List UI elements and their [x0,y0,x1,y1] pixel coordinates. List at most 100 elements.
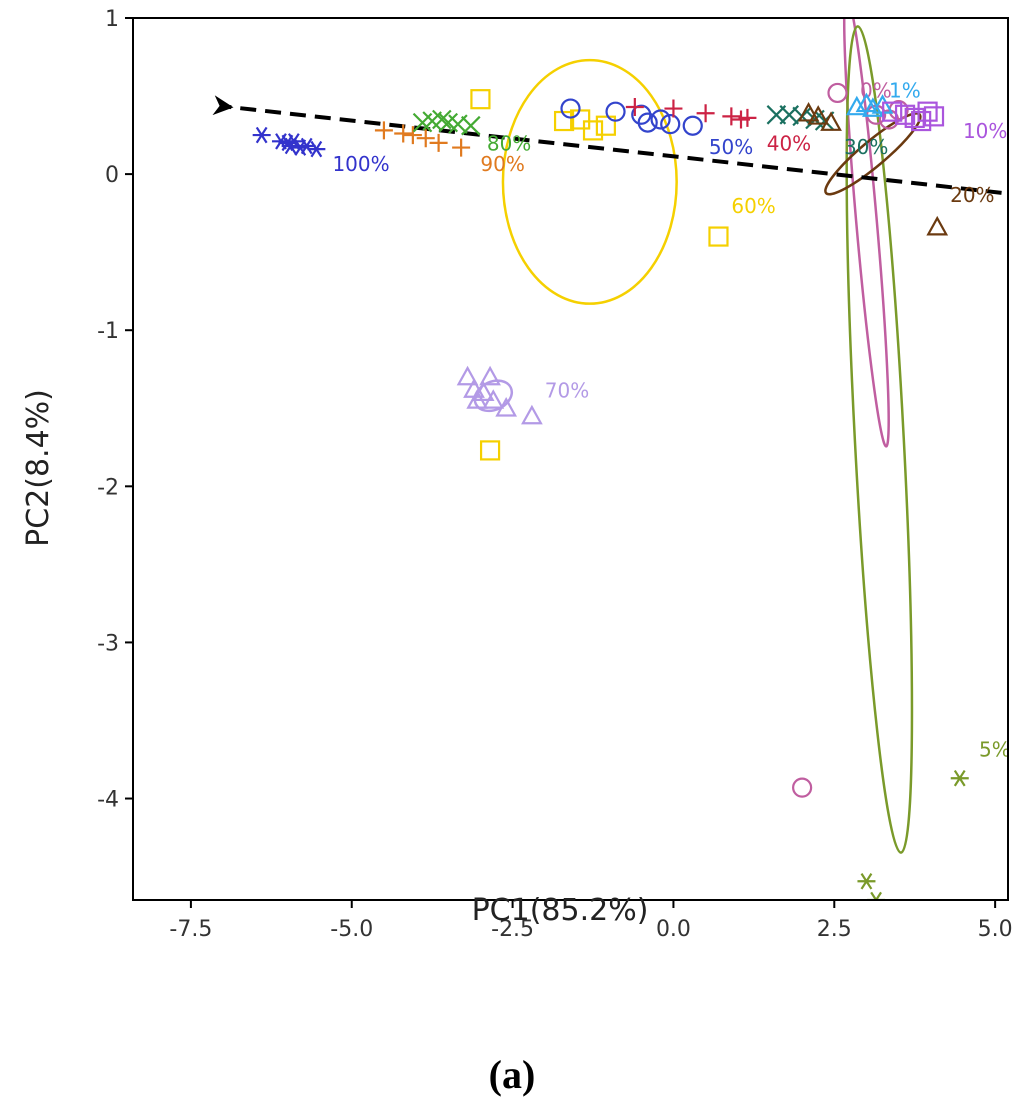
group-label-10pct: 10% [963,119,1007,143]
point-10pct-0 [882,101,903,122]
plot-content: 100% 90%80%70%60%50% 40% 30%20%0%1%10%5% [212,18,1008,900]
group-label-50pct: 50% [709,135,753,159]
marker-shape [950,769,969,787]
point-90pct-5 [452,138,471,157]
y-tick-label: 1 [105,7,119,32]
point-70pct-3 [472,381,495,401]
group-label-70pct: 70% [545,378,589,402]
point-40pct-5 [738,108,757,127]
marker-shape [560,98,581,119]
point-70pct-7 [521,404,543,425]
marker-shape [738,108,757,127]
group-label-1pct: 1% [889,79,921,103]
group-label-80pct: 80% [487,132,531,156]
marker-shape [904,107,925,129]
group-label-20pct: 20% [950,183,994,207]
marker-shape [792,777,813,798]
x-tick-label: -2.5 [491,917,534,942]
point-5pct-1 [857,873,876,890]
point-70pct-4 [479,365,501,386]
y-axis-title: PC2(8.4%) [21,389,56,547]
marker-shape [867,891,886,900]
marker-shape [479,440,501,461]
marker-shape [827,82,848,104]
marker-shape [582,120,604,141]
marker-shape [807,105,830,125]
x-axis-title: PC1(85.2%) [472,893,649,928]
marker-shape [625,97,644,116]
confidence-ellipse-0pct [842,18,890,448]
point-20pct-3 [926,215,949,236]
x-tick-label: 5.0 [978,917,1013,942]
marker-shape [650,109,671,130]
point-100pct-4 [284,133,303,150]
point-5pct-0 [950,769,969,787]
confidence-ellipse-20pct [824,112,922,196]
y-axis: 1 0 -1 -2 -3 -4 [97,7,133,813]
marker-shape [452,138,471,157]
point-90pct-2 [403,126,422,145]
point-50pct-4 [660,114,681,135]
marker-shape [472,381,495,401]
group-label-90pct: 90% [480,152,524,176]
point-20pct-2 [820,111,842,131]
marker-shape [882,101,903,122]
point-0pct-0 [827,82,848,104]
point-50pct-5 [682,115,703,136]
marker-shape [637,112,658,133]
point-70pct-5 [482,389,505,409]
group-label-60pct: 60% [731,194,775,218]
figure-caption: (a) [489,1052,536,1097]
point-50pct-3 [650,109,671,130]
marker-shape [923,106,945,127]
point-40pct-1 [664,99,683,118]
point-60pct-1 [553,110,575,132]
marker-shape [482,389,505,409]
point-80pct-2 [432,109,452,130]
x-tick-label: 0.0 [656,917,691,942]
point-40pct-0 [625,97,644,116]
point-10pct-4 [917,101,938,122]
marker-shape [917,101,938,122]
x-axis: -7.5 -5.0 -2.5 0.0 2.5 5.0 [169,900,1013,942]
point-70pct-0 [456,365,479,386]
marker-shape [521,404,543,425]
point-90pct-3 [416,129,435,148]
marker-shape [682,115,703,136]
point-40pct-2 [696,104,715,123]
y-tick-label: -2 [97,475,119,500]
plot-area: 100% 90%80%70%60%50% 40% 30%20%0%1%10%5% [132,17,1009,901]
marker-shape [708,226,729,247]
point-60pct-6 [479,440,501,461]
marker-shape [297,137,316,155]
x-tick-label: -5.0 [330,917,373,942]
point-10pct-5 [923,106,945,127]
x-tick-label: -7.5 [169,917,212,942]
marker-shape [696,104,715,123]
marker-shape [403,126,422,145]
x-tick-label: 2.5 [817,917,852,942]
marker-shape [307,140,326,158]
point-60pct-4 [595,115,616,136]
point-10pct-2 [904,107,925,129]
marker-shape [429,133,448,152]
marker-shape [797,101,820,122]
point-60pct-3 [582,120,604,141]
marker-shape [926,215,949,236]
marker-shape [460,115,481,136]
point-5pct-2 [867,891,886,900]
marker-shape [595,115,616,136]
marker-shape [416,129,435,148]
marker-shape [664,99,683,118]
point-90pct-4 [429,133,448,152]
y-tick-label: -3 [97,631,119,656]
marker-shape [660,114,681,135]
marker-shape [820,111,842,131]
point-50pct-2 [637,112,658,133]
point-40pct-3 [722,107,741,126]
point-100pct-6 [297,137,316,155]
point-50pct-0 [560,98,581,119]
point-90pct-1 [394,124,413,143]
point-70pct-6 [495,397,518,417]
